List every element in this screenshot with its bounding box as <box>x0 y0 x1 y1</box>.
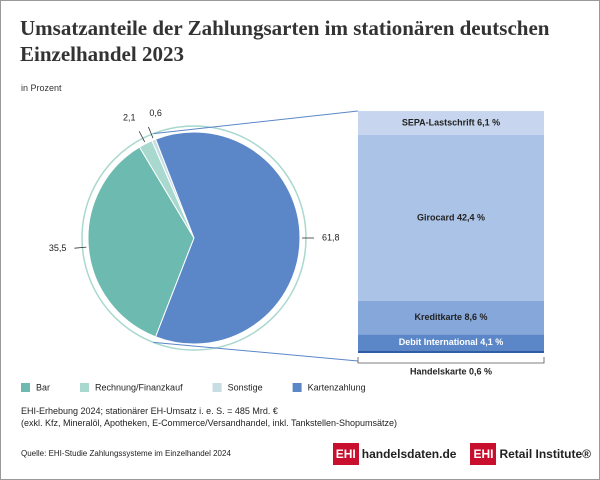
segment-label: Debit International 4,1 % <box>399 337 504 347</box>
segment-label: Handelskarte 0,6 % <box>410 366 492 376</box>
bracket <box>357 357 545 364</box>
logo-text: Retail Institute® <box>499 447 591 461</box>
pie-slice <box>154 131 301 345</box>
legend-label: Bar <box>36 382 50 392</box>
data-label: 2,1 <box>123 113 136 123</box>
note: EHI-Erhebung 2024; stationärer EH-Umsatz… <box>21 406 278 416</box>
leader-line <box>138 131 146 143</box>
segment-label: Girocard 42,4 % <box>417 212 485 222</box>
stack-segment <box>358 300 544 335</box>
subtitle: in Prozent <box>21 83 62 93</box>
logo-mark: EHI <box>332 443 359 465</box>
data-label: 0,6 <box>149 108 162 118</box>
stack-segment <box>358 134 544 301</box>
connector <box>153 110 359 135</box>
data-label: 61,8 <box>322 232 340 242</box>
stack-segment <box>358 334 544 351</box>
legend-label: Kartenzahlung <box>308 382 366 392</box>
logo: EHI Retail Institute® <box>470 443 591 465</box>
logo-text: handelsdaten.de <box>361 447 457 461</box>
segment-label: Kreditkarte 8,6 % <box>414 312 487 322</box>
note: (exkl. Kfz, Mineralöl, Apotheken, E-Comm… <box>21 418 398 428</box>
chart-title: Umsatzanteile der Zahlungsarten im stati… <box>20 16 550 66</box>
legend-swatch <box>292 383 302 392</box>
data-label: 35,5 <box>49 243 67 253</box>
source: Quelle: EHI-Studie Zahlungssysteme im Ei… <box>21 449 231 458</box>
legend-swatch <box>21 383 30 392</box>
legend-label: Sonstige <box>228 382 263 392</box>
connector <box>153 341 359 362</box>
logo: EHI handelsdaten.de <box>332 443 457 465</box>
legend-label: Rechnung/Finanzkauf <box>95 382 183 392</box>
legend-swatch <box>212 383 222 392</box>
logo-mark: EHI <box>470 443 497 465</box>
segment-label: SEPA-Lastschrift 6,1 % <box>402 117 500 127</box>
logos: EHI handelsdaten.de EHI Retail Institute® <box>332 443 591 465</box>
stack-segment <box>358 111 544 135</box>
stack-segment <box>358 350 544 353</box>
leader-line <box>148 126 154 139</box>
legend-swatch <box>80 383 90 392</box>
leader-line <box>74 246 87 249</box>
